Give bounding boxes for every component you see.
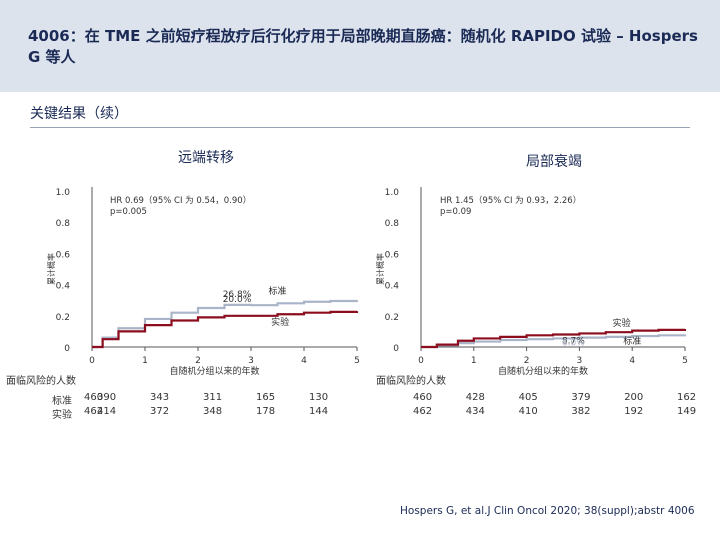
risk-cell: 428 (465, 392, 485, 403)
risk-cell: 311 (203, 392, 223, 403)
y-axis-label: 累计概率 (46, 253, 56, 285)
risk-cell: 405 (518, 392, 538, 403)
y-tick-label: 0.8 (385, 219, 400, 229)
x-axis-label: 自随机分组以来的年数 (169, 365, 259, 377)
risk-table-local: 面临风险的人数 460 428 405 379 200 162 462 434 410 382 192… (370, 370, 720, 420)
risk-cell: 144 (309, 406, 329, 417)
risk-cell: 434 (465, 406, 485, 417)
risk-cell: 390 (97, 392, 117, 403)
risk-cell: 414 (97, 406, 117, 417)
citation: Hospers G, et al.J Clin Oncol 2020; 38(s… (400, 505, 695, 517)
risk-cell: 372 (150, 406, 170, 417)
header-band (0, 0, 720, 92)
chart-title-distant-metastasis: 远端转移 (178, 150, 234, 166)
x-tick-label: 4 (301, 356, 307, 366)
risk-cell: 460 (84, 392, 104, 403)
series-label: 标准 (268, 285, 286, 297)
risk-cell: 462 (84, 406, 104, 417)
y-tick-label: 0.8 (56, 219, 71, 229)
y-axis-label: 累计概率 (375, 253, 385, 285)
slide-title: 4006：在 TME 之前短疗程放疗后行化疗用于局部晚期直肠癌：随机化 RAPI… (28, 27, 698, 66)
risk-cell: 379 (571, 392, 591, 403)
y-tick-label: 0.2 (56, 313, 70, 323)
x-tick-label: 3 (577, 356, 583, 366)
x-tick-label: 1 (142, 356, 148, 366)
risk-cell: 410 (518, 406, 538, 417)
x-tick-label: 3 (248, 356, 254, 366)
section-subtitle: 关键结果（续） (30, 106, 128, 122)
risk-cell: 343 (150, 392, 170, 403)
series-label: 实验 (613, 317, 631, 329)
series-label: 8.7% (562, 336, 585, 346)
y-tick-label: 0.4 (385, 282, 400, 292)
risk-cell: 178 (256, 406, 276, 417)
risk-cell: 165 (256, 392, 276, 403)
risk-cell: 200 (624, 392, 644, 403)
x-tick-label: 2 (524, 356, 530, 366)
x-tick-label: 2 (195, 356, 201, 366)
x-tick-label: 0 (89, 356, 95, 366)
y-tick-label: 0.2 (385, 313, 399, 323)
p-value-annotation: p=0.09 (440, 207, 471, 217)
series-line-standard (92, 299, 359, 349)
x-tick-label: 4 (629, 356, 635, 366)
risk-cell: 382 (571, 406, 591, 417)
y-tick-label: 0.4 (56, 282, 71, 292)
risk-row-name: 标准 (52, 396, 72, 407)
x-tick-label: 1 (471, 356, 477, 366)
series-label: 标准 (623, 335, 641, 347)
series-label: 6.0% (562, 339, 585, 349)
series-label: 实验 (271, 316, 289, 328)
y-tick-label: 1.0 (56, 188, 71, 198)
y-tick-label: 1.0 (385, 188, 400, 198)
y-tick-label: 0 (64, 344, 70, 354)
risk-cell: 130 (309, 392, 329, 403)
p-value-annotation: p=0.005 (110, 207, 147, 217)
series-label: 26.8% (223, 290, 252, 300)
x-axis-label: 自随机分组以来的年数 (498, 365, 588, 377)
x-tick-label: 5 (354, 356, 360, 366)
series-line-experimental (421, 328, 687, 349)
y-tick-label: 0 (393, 344, 399, 354)
y-tick-label: 0.6 (56, 250, 71, 260)
x-tick-label: 0 (418, 356, 424, 366)
risk-cell: 460 (413, 392, 433, 403)
series-line-experimental (92, 310, 359, 349)
risk-cell: 149 (677, 406, 697, 417)
risk-table-heading: 面临风险的人数 (376, 376, 446, 387)
risk-table-heading: 面临风险的人数 (6, 376, 76, 387)
risk-cell: 162 (677, 392, 697, 403)
risk-row-name: 实验 (52, 410, 72, 421)
y-tick-label: 0.6 (385, 250, 400, 260)
hr-annotation: HR 1.45（95% CI 为 0.93，2.26） (440, 195, 581, 206)
series-label: 20.0% (223, 295, 252, 305)
risk-cell: 462 (413, 406, 433, 417)
risk-table-distant: 面临风险的人数标准 460 390 343 311 165 130 实验 462 414 372 34… (0, 370, 370, 421)
divider (30, 127, 690, 128)
risk-cell: 192 (624, 406, 644, 417)
risk-cell: 348 (203, 406, 223, 417)
chart-title-local-failure: 局部衰竭 (526, 154, 582, 170)
x-tick-label: 5 (682, 356, 688, 366)
hr-annotation: HR 0.69（95% CI 为 0.54，0.90） (110, 195, 251, 206)
